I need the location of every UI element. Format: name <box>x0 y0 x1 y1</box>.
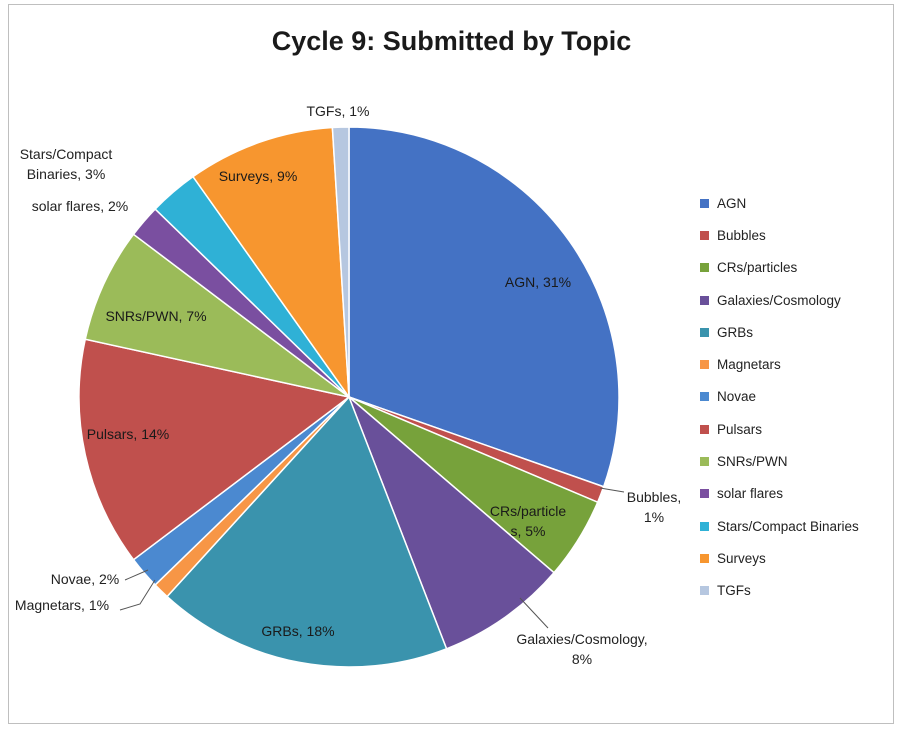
legend-swatch <box>700 586 709 596</box>
data-label-agn: AGN, 31% <box>505 274 571 290</box>
legend-label: solar flares <box>717 486 784 502</box>
legend-label: Pulsars <box>717 421 763 437</box>
legend-label: Magnetars <box>717 357 781 373</box>
legend-swatch <box>700 457 709 467</box>
legend-label: Stars/Compact Binaries <box>717 518 859 534</box>
legend-swatch <box>700 424 709 434</box>
legend-swatch <box>700 489 709 499</box>
legend-swatch <box>700 327 709 337</box>
data-label-surveys: Surveys, 9% <box>219 168 298 184</box>
legend-item: AGN <box>700 187 895 219</box>
pie-slice-surveys <box>191 126 350 400</box>
legend-item: GRBs <box>700 316 895 348</box>
legend-item: Stars/Compact Binaries <box>700 510 895 542</box>
legend-item: Magnetars <box>700 348 895 380</box>
legend-swatch <box>700 295 709 305</box>
data-label-pulsars: Pulsars, 14% <box>87 426 169 442</box>
legend-swatch <box>700 198 709 208</box>
data-label-novae: Novae, 2% <box>51 571 119 587</box>
chart-title: Cycle 9: Submitted by Topic <box>271 26 632 56</box>
data-label-snrs-pwn: SNRs/PWN, 7% <box>105 308 206 324</box>
data-label-solar-flares: solar flares, 2% <box>32 198 128 214</box>
pie-slice-grbs <box>166 395 448 668</box>
data-label-grbs: GRBs, 18% <box>261 623 334 639</box>
legend-label: Surveys <box>717 550 766 566</box>
legend-item: Surveys <box>700 542 895 574</box>
legend-label: CRs/particles <box>717 260 798 276</box>
data-label-crs-particles: CRs/particle s, 5% <box>490 503 566 539</box>
legend-label: Novae <box>717 389 757 405</box>
legend-item: solar flares <box>700 478 895 510</box>
data-label-stars-compact-binaries: Stars/Compact Binaries, 3% <box>20 146 113 182</box>
legend-item: CRs/particles <box>700 252 895 284</box>
legend-swatch <box>700 230 709 240</box>
legend-item: Bubbles <box>700 219 895 251</box>
data-label-magnetars: Magnetars, 1% <box>15 597 109 613</box>
legend-label: AGN <box>717 195 747 211</box>
legend-label: SNRs/PWN <box>717 454 788 470</box>
pie-slice-pulsars <box>78 338 351 561</box>
pie-slice-tgfs <box>331 126 350 398</box>
chart-legend: AGN Bubbles CRs/particles Galaxies/Cosmolog… <box>700 187 895 607</box>
legend-swatch <box>700 553 709 563</box>
legend-item: Novae <box>700 381 895 413</box>
pie-slice-galaxies-cosmology <box>348 396 556 650</box>
pie-slice-agn <box>348 126 620 488</box>
legend-item: Pulsars <box>700 413 895 445</box>
legend-swatch <box>700 392 709 402</box>
leader-line <box>599 487 625 493</box>
legend-item: Galaxies/Cosmology <box>700 284 895 316</box>
legend-label: GRBs <box>717 324 754 340</box>
pie-slice-snrs-pwn <box>84 233 350 398</box>
data-label-bubbles: Bubbles, 1% <box>627 489 681 525</box>
leader-line <box>124 569 149 581</box>
legend-swatch <box>700 521 709 531</box>
legend-swatch <box>700 263 709 273</box>
legend-label: Bubbles <box>717 227 766 243</box>
legend-swatch <box>700 360 709 370</box>
data-label-galaxies-cosmology: Galaxies/Cosmology, 8% <box>516 631 647 667</box>
legend-item: TGFs <box>700 575 895 607</box>
legend-item: SNRs/PWN <box>700 445 895 477</box>
leader-line <box>519 597 549 629</box>
leader-line <box>119 579 156 611</box>
legend-label: TGFs <box>717 583 751 599</box>
legend-label: Galaxies/Cosmology <box>717 292 841 308</box>
data-label-tgfs: TGFs, 1% <box>306 103 369 119</box>
